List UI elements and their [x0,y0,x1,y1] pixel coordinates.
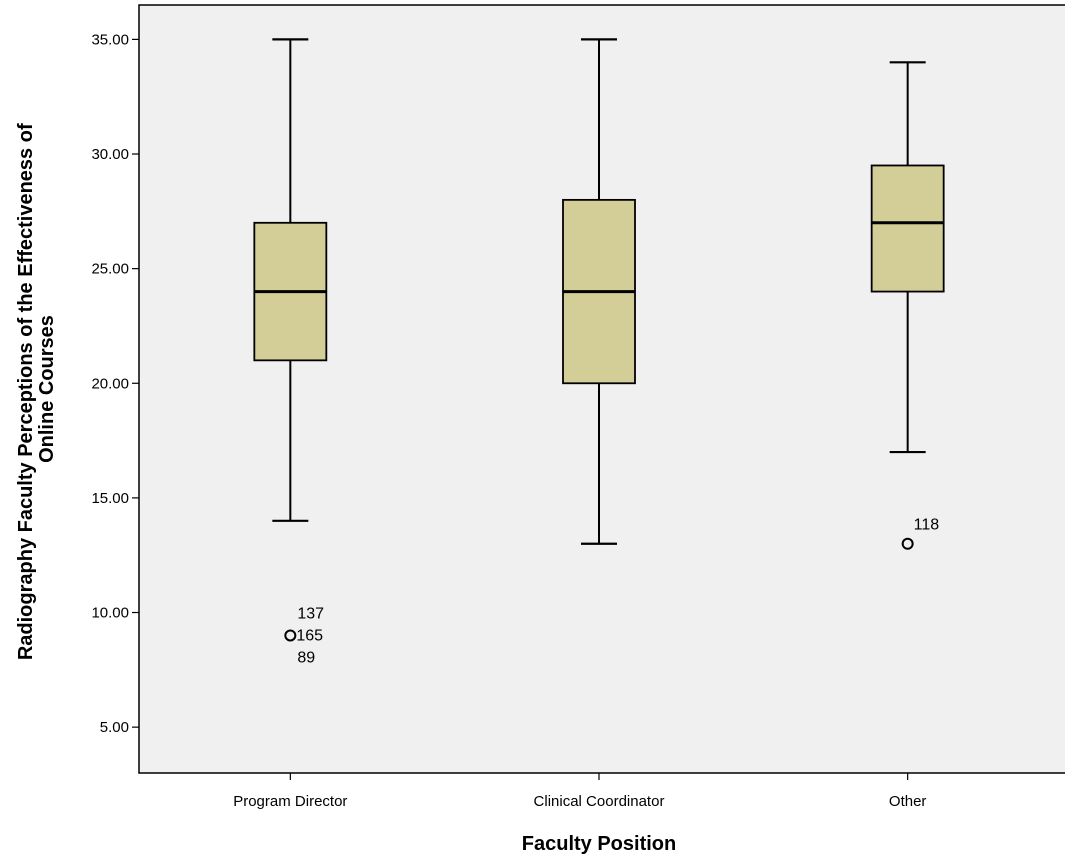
boxes: 137 165 89 118 [253,38,945,666]
y-tick-label: 5.00 [100,719,129,736]
outlier-point [284,629,297,642]
outlier-point [901,537,914,550]
x-tick-label: Other [889,793,927,810]
y-axis-title-line-2: Online Courses [36,315,58,463]
iqr-box [870,164,945,293]
y-tick-label: 30.00 [91,146,129,163]
outlier-label: 165 [296,627,323,644]
plot-area [138,4,1065,774]
box-group: 118 [870,61,945,550]
outlier-label: 118 [914,517,940,534]
box-group [562,38,636,545]
outlier-label: 137 [297,605,324,622]
y-tick-label: 35.00 [91,31,129,48]
y-tick-label: 10.00 [91,605,129,622]
y-axis: 5.00 10.00 15.00 20.00 25.00 30.00 35.00 [91,31,139,736]
y-tick-label: 25.00 [91,261,129,278]
x-axis: Program Director Clinical Coordinator Othe… [233,773,926,810]
y-axis-title: Radiography Faculty Perceptions of the E… [15,118,58,660]
y-axis-title-line-1: Radiography Faculty Perceptions of the E… [15,123,37,660]
y-tick-label: 15.00 [91,490,129,507]
box-group: 137 165 89 [253,38,328,666]
outlier-label: 89 [297,649,315,666]
x-tick-label: Program Director [233,793,347,810]
y-tick-label: 20.00 [91,375,129,392]
x-axis-title: Faculty Position [522,833,676,855]
x-tick-label: Clinical Coordinator [534,793,665,810]
